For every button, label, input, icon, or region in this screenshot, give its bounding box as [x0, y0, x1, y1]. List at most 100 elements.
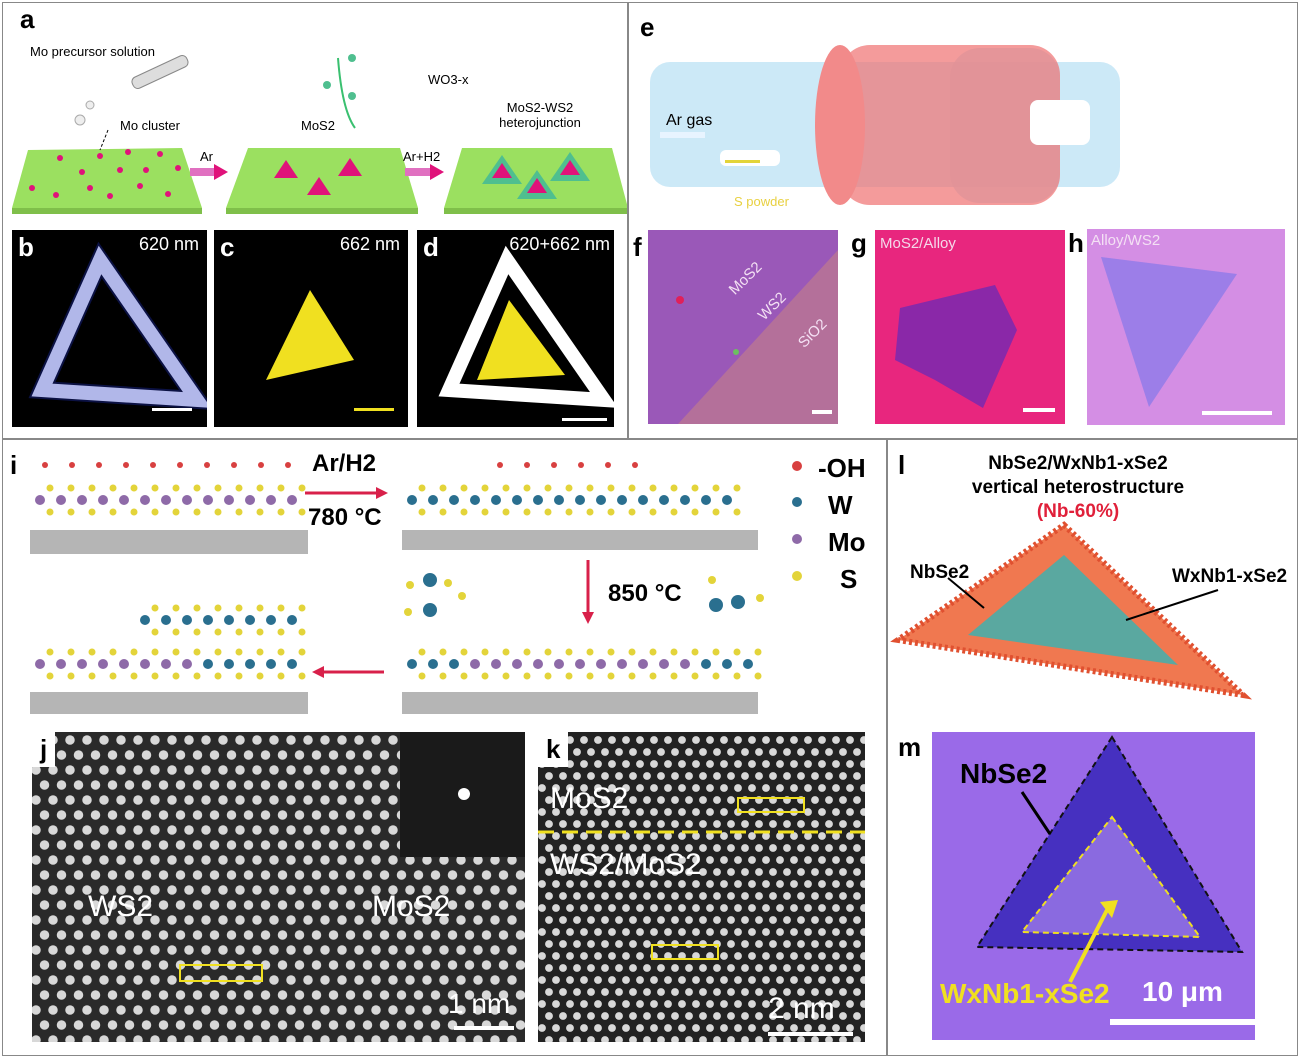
s-atom [670, 672, 678, 680]
lattice-atom [748, 1024, 756, 1032]
lattice-atom [818, 808, 826, 816]
lattice-atom [277, 990, 288, 1000]
lattice-atom [99, 795, 109, 805]
s-atom [460, 508, 468, 516]
s-atom [88, 508, 96, 516]
mos2-label: MoS2 [550, 782, 629, 815]
lattice-atom [311, 990, 322, 1000]
lattice-atom [192, 810, 203, 820]
lattice-atom [776, 904, 784, 912]
lattice-atom [439, 885, 449, 895]
title-line: vertical heterostructure [971, 477, 1185, 498]
lattice-atom [167, 945, 177, 955]
lattice-atom [615, 988, 623, 996]
lattice-atom [490, 975, 500, 985]
lattice-atom [559, 964, 567, 972]
s-atom [298, 484, 306, 492]
lattice-atom [90, 930, 101, 940]
lattice-atom [473, 975, 483, 985]
lattice-atom [615, 796, 623, 804]
lattice-atom [82, 1035, 92, 1042]
lattice-atom [587, 844, 595, 852]
lattice-atom [846, 856, 854, 864]
lattice-atom [804, 904, 812, 912]
lattice-atom [860, 1024, 865, 1032]
lattice-atom [158, 960, 169, 970]
lattice-atom [601, 988, 609, 996]
lattice-atom [664, 1024, 672, 1032]
lattice-atom [379, 930, 390, 940]
lattice-atom [48, 765, 58, 775]
metal-atom [266, 495, 276, 505]
lattice-atom [294, 1020, 305, 1030]
lattice-atom [713, 988, 721, 996]
lattice-atom [65, 1005, 75, 1015]
lattice-atom [294, 750, 305, 760]
lattice-atom [776, 928, 784, 936]
lattice-atom [755, 940, 763, 948]
lattice-atom [629, 964, 637, 972]
lattice-atom [371, 975, 381, 985]
lattice-atom [345, 990, 356, 1000]
lattice-atom [192, 780, 203, 790]
lattice-atom [755, 844, 763, 852]
metal-atom [659, 495, 669, 505]
lattice-atom [804, 880, 812, 888]
lattice-atom [573, 748, 581, 756]
lattice-atom [601, 844, 609, 852]
lattice-atom [804, 784, 812, 792]
lattice-atom [762, 736, 770, 744]
s-atom [628, 484, 636, 492]
lattice-atom [413, 870, 424, 880]
lattice-atom [90, 780, 101, 790]
lattice-atom [48, 825, 58, 835]
lattice-atom [260, 780, 271, 790]
s-atom [214, 604, 222, 612]
lattice-atom [580, 904, 588, 912]
lattice-atom [650, 1000, 658, 1008]
lattice-atom [622, 952, 630, 960]
lattice-atom [769, 1036, 777, 1042]
lattice-atom [116, 795, 126, 805]
lattice-atom [839, 772, 847, 780]
lattice-atom [388, 855, 398, 865]
legend-markers [792, 461, 802, 581]
lattice-atom [226, 870, 237, 880]
lattice-atom [209, 1020, 220, 1030]
lattice-atom [473, 915, 483, 925]
lattice-atom [388, 915, 398, 925]
lattice-atom [73, 990, 84, 1000]
metal-atom [203, 615, 213, 625]
s-atom [298, 604, 306, 612]
lattice-atom [671, 748, 679, 756]
lattice-atom [490, 945, 500, 955]
lattice-atom [396, 870, 407, 880]
lattice-atom [184, 885, 194, 895]
lattice-atom [354, 945, 364, 955]
lattice-atom [671, 772, 679, 780]
lattice-atom [811, 844, 819, 852]
pointer-arrow [1125, 589, 1219, 621]
free-atom [406, 581, 414, 589]
label-line: heterojunction [499, 115, 581, 130]
lattice-atom [727, 868, 735, 876]
lattice-atom [422, 855, 432, 865]
lattice-atom [720, 880, 728, 888]
lattice-atom [150, 735, 160, 745]
lattice-atom [860, 760, 865, 768]
lattice-atom [379, 840, 390, 850]
s-atom [193, 628, 201, 636]
lattice-atom [601, 892, 609, 900]
lattice-atom [783, 772, 791, 780]
s-atom [214, 672, 222, 680]
lattice-atom [439, 915, 449, 925]
lattice-atom [337, 1005, 347, 1015]
lattice-atom [860, 784, 865, 792]
lattice-atom [430, 960, 441, 970]
lattice-atom [727, 772, 735, 780]
s-atom [691, 648, 699, 656]
lattice-atom [141, 870, 152, 880]
lattice-atom [150, 885, 160, 895]
lattice-atom [192, 750, 203, 760]
lattice-atom [783, 988, 791, 996]
